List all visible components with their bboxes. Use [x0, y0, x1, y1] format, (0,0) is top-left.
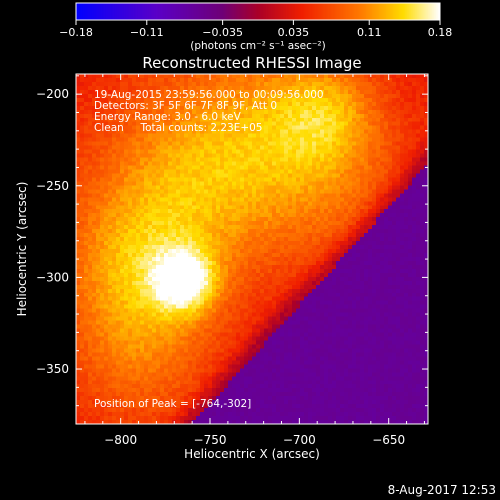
axis-ticks: −800 −750 −700 −650 −200 −250 −300 −350 [36, 74, 428, 447]
y-tick-label: −350 [36, 362, 69, 376]
y-axis-label: Heliocentric Y (arcsec) [15, 182, 29, 317]
footer-timestamp: 8-Aug-2017 12:53 [388, 483, 496, 497]
colorbar-tick-label: −0.035 [202, 26, 243, 39]
colorbar-tick-label: 0.11 [357, 26, 382, 39]
y-tick-label: −300 [36, 270, 69, 284]
colorbar-frame [75, 2, 441, 21]
annotation-peak-position: Position of Peak = [-764,-302] [94, 398, 251, 410]
annotation-energy-range: Energy Range: 3.0 - 6.0 keV [94, 111, 242, 123]
chart-title: Reconstructed RHESSI Image [142, 54, 361, 72]
heatmap-image [76, 74, 428, 424]
colorbar-units-label: (photons cm⁻² s⁻¹ asec⁻²) [190, 40, 325, 52]
plot-frame [75, 73, 429, 425]
x-axis-label: Heliocentric X (arcsec) [184, 447, 320, 461]
x-tick-label: −750 [194, 433, 227, 447]
x-tick-label: −650 [372, 433, 405, 447]
annotation-detectors: Detectors: 3F 5F 6F 7F 8F 9F, Att 0 [94, 100, 277, 112]
colorbar-tick-label: −0.11 [130, 26, 164, 39]
y-tick-label: −250 [36, 179, 69, 193]
colorbar-ticks: −0.18 −0.11 −0.035 0.035 0.11 0.18 [59, 20, 452, 39]
annotation-counts: Clean Total counts: 2.23E+05 [94, 122, 263, 134]
y-tick-label: −200 [36, 87, 69, 101]
annotation-time-range: 19-Aug-2015 23:59:56.000 to 00:09:56.000 [94, 89, 324, 101]
x-tick-label: −800 [104, 433, 137, 447]
colorbar-tick-label: 0.18 [428, 26, 453, 39]
colorbar-tick-label: 0.035 [278, 26, 310, 39]
colorbar-tick-label: −0.18 [59, 26, 93, 39]
colorbar [76, 3, 440, 20]
x-tick-label: −700 [283, 433, 316, 447]
